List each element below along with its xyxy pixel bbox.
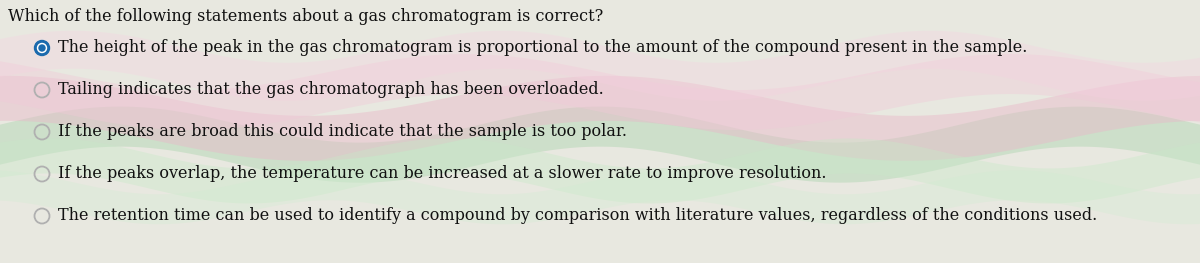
Text: The height of the peak in the gas chromatogram is proportional to the amount of : The height of the peak in the gas chroma… [58, 39, 1027, 57]
Circle shape [37, 43, 47, 53]
Text: If the peaks overlap, the temperature can be increased at a slower rate to impro: If the peaks overlap, the temperature ca… [58, 165, 827, 183]
Text: Tailing indicates that the gas chromatograph has been overloaded.: Tailing indicates that the gas chromatog… [58, 82, 604, 99]
Text: Which of the following statements about a gas chromatogram is correct?: Which of the following statements about … [8, 8, 604, 25]
Text: The retention time can be used to identify a compound by comparison with literat: The retention time can be used to identi… [58, 208, 1097, 225]
Text: If the peaks are broad this could indicate that the sample is too polar.: If the peaks are broad this could indica… [58, 124, 628, 140]
Circle shape [38, 45, 46, 51]
Circle shape [35, 41, 49, 55]
